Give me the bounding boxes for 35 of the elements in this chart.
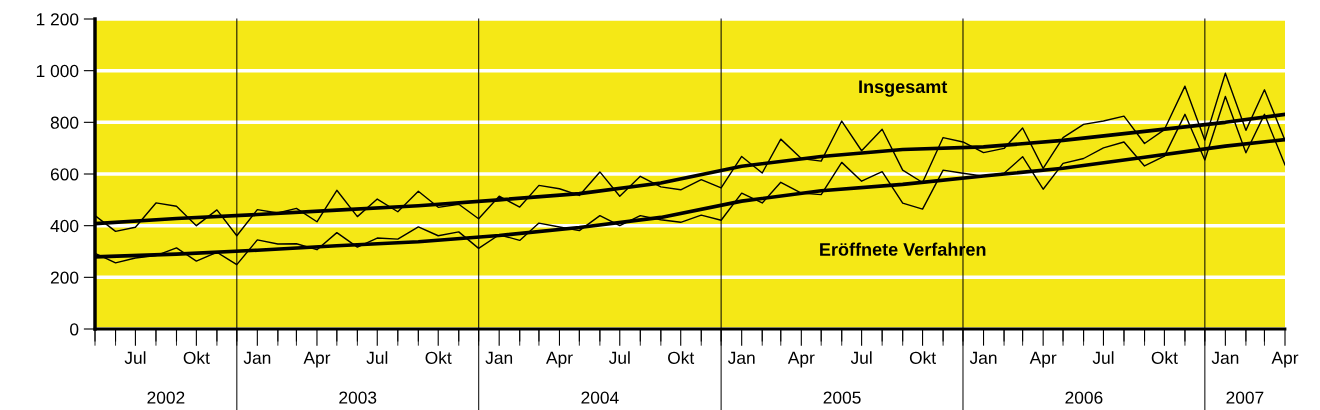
x-tick-label: Jan: [969, 351, 997, 364]
x-tick-label: Apr: [303, 351, 331, 368]
text: 2007: [1226, 391, 1264, 404]
x-tick-label: Jan: [727, 351, 755, 364]
x-tick-label: Jan: [243, 351, 271, 364]
x-tick-label: Apr: [546, 351, 573, 368]
x-tick-label: Apr: [787, 351, 815, 368]
text: Insgesamt: [859, 80, 948, 97]
x-tick-label: Jan: [1211, 351, 1239, 364]
x-tick-label: Jul: [124, 351, 146, 364]
x-tick-label: Jul: [850, 351, 872, 364]
y-tick-label: 1 000: [36, 64, 79, 78]
text: 2002: [147, 391, 185, 404]
y-tick-label: 200: [50, 271, 79, 284]
x-tick-label: Okt: [909, 351, 936, 364]
text: 2003: [339, 391, 377, 404]
x-tick-label: Jul: [608, 351, 630, 364]
y-tick-label: 0: [70, 323, 79, 336]
y-tick-label: 400: [50, 219, 79, 233]
x-tick-label: Okt: [1151, 351, 1178, 364]
text: Eröffnete Verfahren: [820, 242, 986, 256]
y-tick-label: 600: [50, 168, 79, 181]
y-tick-label: 800: [50, 116, 79, 129]
text: 2006: [1065, 391, 1103, 404]
x-tick-label: Okt: [425, 351, 452, 364]
x-tick-label: Apr: [1029, 351, 1057, 368]
text: 2005: [823, 391, 861, 404]
x-tick-label: Okt: [183, 351, 210, 364]
y-tick-label: 1 200: [36, 13, 79, 26]
x-tick-label: Okt: [668, 351, 695, 364]
x-tick-label: Jul: [366, 351, 388, 364]
x-tick-label: Jul: [1092, 351, 1114, 364]
text: 2004: [581, 391, 619, 404]
x-tick-label: Apr: [1271, 351, 1299, 368]
x-tick-label: Jan: [485, 351, 513, 364]
